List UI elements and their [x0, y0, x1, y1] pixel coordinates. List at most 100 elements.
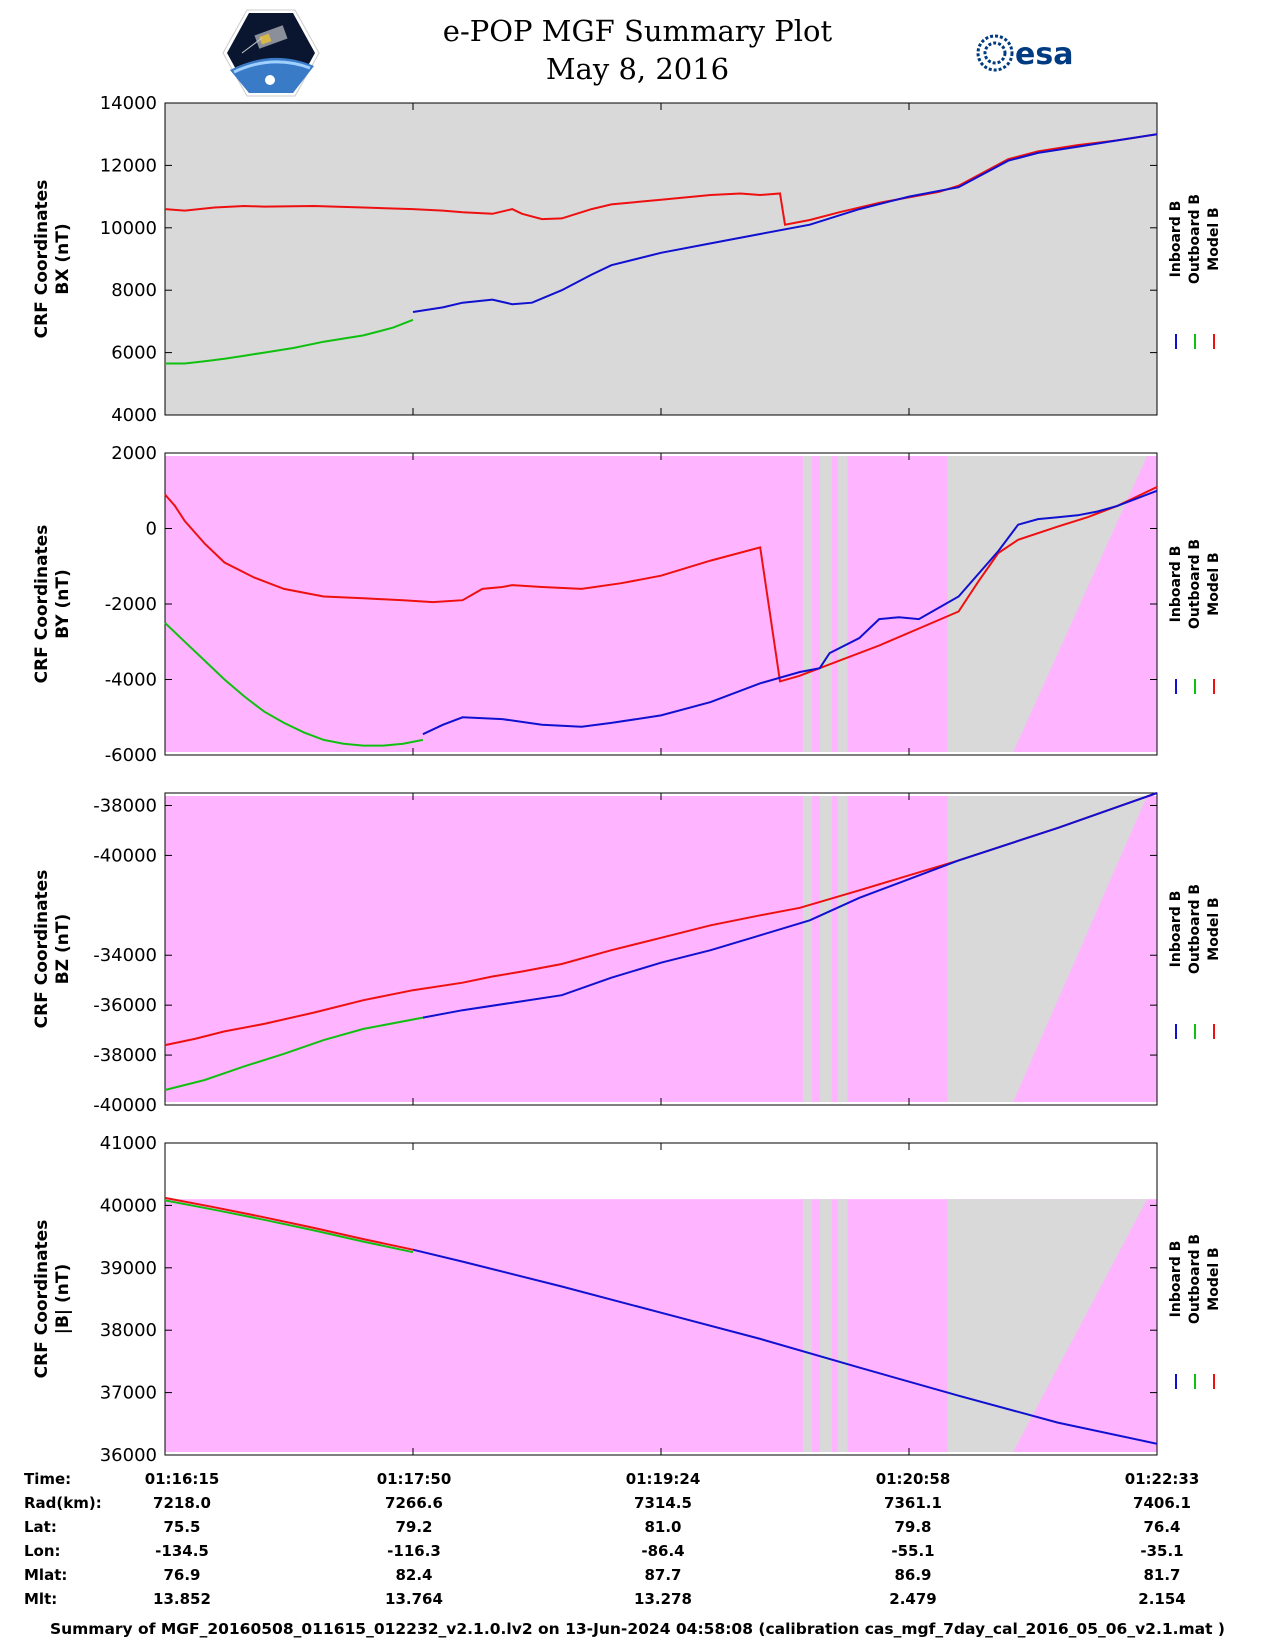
y-tick-label: 0 [146, 519, 157, 540]
panel-2: 2000 0 -2000 -4000 -6000 CRF Coordinates BY (n… [32, 443, 1222, 766]
esa-logo-text: esa [1015, 37, 1073, 72]
ephemeris-row-label: Lon: [24, 1542, 61, 1560]
legend: Inboard B Outboard B Model B [1168, 194, 1222, 349]
y-axis-label: CRF Coordinates [32, 1220, 52, 1379]
y-axis-label: |B| (nT) [53, 1264, 73, 1335]
ephemeris-value: 01:20:58 [876, 1470, 951, 1488]
panel-1: 14000 12000 10000 8000 6000 4000 CRF Coordinat… [32, 93, 1222, 426]
ephemeris-value: 81.0 [644, 1518, 681, 1536]
ephemeris-value: 76.4 [1143, 1518, 1180, 1536]
ephemeris-value: -86.4 [641, 1542, 684, 1560]
y-tick-label: -6000 [105, 745, 157, 766]
plot-title: e-POP MGF Summary Plot [442, 14, 833, 48]
y-tick-label: 10000 [100, 218, 157, 239]
y-axis-label: CRF Coordinates [32, 525, 52, 684]
ephemeris-value: 79.8 [894, 1518, 931, 1536]
ephemeris-value: 7314.5 [634, 1494, 692, 1512]
gray-gap-3 [837, 796, 848, 1102]
series-outboard [164, 622, 424, 747]
series-inboard [412, 1248, 1158, 1445]
y-tick-label: 40000 [100, 1195, 157, 1216]
ephemeris-value: 13.764 [385, 1590, 443, 1608]
ephemeris-value: 86.9 [894, 1566, 931, 1584]
gray-gap-2 [819, 796, 832, 1102]
ephemeris-value: 01:22:33 [1125, 1470, 1200, 1488]
plot-date: May 8, 2016 [545, 52, 730, 86]
y-tick-label: 39000 [100, 1258, 157, 1279]
series-inboard [422, 489, 1158, 736]
legend-label: Inboard B [1168, 1241, 1184, 1318]
series-inboard [412, 133, 1158, 313]
ephemeris-row-label: Mlt: [24, 1590, 57, 1608]
y-tick-label: -34000 [93, 945, 157, 966]
legend-label: Outboard B [1187, 1234, 1203, 1324]
ephemeris-value: 7218.0 [153, 1494, 211, 1512]
esa-logo: esa [976, 34, 1073, 72]
series-inboard [422, 792, 1158, 1019]
ephemeris-value: 01:17:50 [377, 1470, 452, 1488]
ephemeris-value: 81.7 [1143, 1566, 1180, 1584]
panel-3: -38000 -40000 -34000 -36000 -38000 -40000 CRF … [32, 792, 1222, 1116]
ephemeris-value: -116.3 [387, 1542, 441, 1560]
panel-background [165, 103, 1157, 415]
ephemeris-value: -134.5 [155, 1542, 209, 1560]
y-axis-label: CRF Coordinates [32, 180, 52, 339]
gray-gap-2 [819, 456, 832, 752]
gray-gap-3 [837, 1199, 848, 1452]
y-tick-label: 12000 [100, 155, 157, 176]
y-axis-label: BZ (nT) [53, 914, 73, 984]
ephemeris-value: 76.9 [163, 1566, 200, 1584]
y-tick-label: 41000 [100, 1133, 157, 1154]
y-tick-label: 8000 [111, 280, 157, 301]
ephemeris-value: -35.1 [1140, 1542, 1183, 1560]
y-tick-label: -4000 [105, 670, 157, 691]
ephemeris-row-label: Time: [24, 1470, 71, 1488]
ephemeris-value: 13.852 [153, 1590, 211, 1608]
y-axis-label: BX (nT) [53, 223, 73, 294]
ephemeris-value: 7266.6 [385, 1494, 443, 1512]
legend: Inboard B Outboard B Model B [1168, 884, 1222, 1039]
ephemeris-table: Time: 01:16:15 01:17:50 01:19:24 01:20:58 01:… [24, 1470, 1200, 1608]
y-tick-label: 38000 [100, 1320, 157, 1341]
y-tick-label: 37000 [100, 1383, 157, 1404]
y-tick-label: 36000 [100, 1445, 157, 1466]
ephemeris-row-label: Mlat: [24, 1566, 67, 1584]
series-outboard [164, 1016, 424, 1091]
ephemeris-value: 2.479 [889, 1590, 936, 1608]
y-tick-label: 4000 [111, 405, 157, 426]
magenta-wedge [1013, 1199, 1148, 1452]
series-model [164, 1196, 414, 1251]
ephemeris-value: 7361.1 [884, 1494, 942, 1512]
y-tick-label: -40000 [93, 1095, 157, 1116]
y-axis-label: BY (nT) [53, 569, 73, 639]
y-axis-label: CRF Coordinates [32, 870, 52, 1029]
legend-label: Inboard B [1168, 201, 1184, 278]
legend-label: Outboard B [1187, 539, 1203, 629]
ephemeris-value: 79.2 [395, 1518, 432, 1536]
ephemeris-value: 7406.1 [1133, 1494, 1191, 1512]
y-tick-label: -36000 [93, 995, 157, 1016]
legend-label: Inboard B [1168, 891, 1184, 968]
y-tick-label: 14000 [100, 93, 157, 114]
series-model [164, 486, 1158, 683]
gray-gap-2 [819, 1199, 832, 1452]
legend-label: Outboard B [1187, 884, 1203, 974]
ephemeris-value: 13.278 [634, 1590, 692, 1608]
gray-gap-1 [802, 1199, 812, 1452]
gray-gap-1 [802, 456, 812, 752]
legend-label: Model B [1206, 1247, 1222, 1310]
legend-label: Outboard B [1187, 194, 1203, 284]
ephemeris-row-label: Rad(km): [24, 1494, 102, 1512]
ephemeris-value: -55.1 [891, 1542, 934, 1560]
gray-gap-1 [802, 796, 812, 1102]
ephemeris-value: 01:16:15 [145, 1470, 220, 1488]
gray-gap-3 [837, 456, 848, 752]
ephemeris-value: 87.7 [644, 1566, 681, 1584]
y-tick-label: -40000 [93, 845, 157, 866]
legend-label: Model B [1206, 897, 1222, 960]
ephemeris-value: 2.154 [1138, 1590, 1185, 1608]
legend-label: Model B [1206, 552, 1222, 615]
legend: Inboard B Outboard B Model B [1168, 1234, 1222, 1389]
legend-label: Inboard B [1168, 546, 1184, 623]
